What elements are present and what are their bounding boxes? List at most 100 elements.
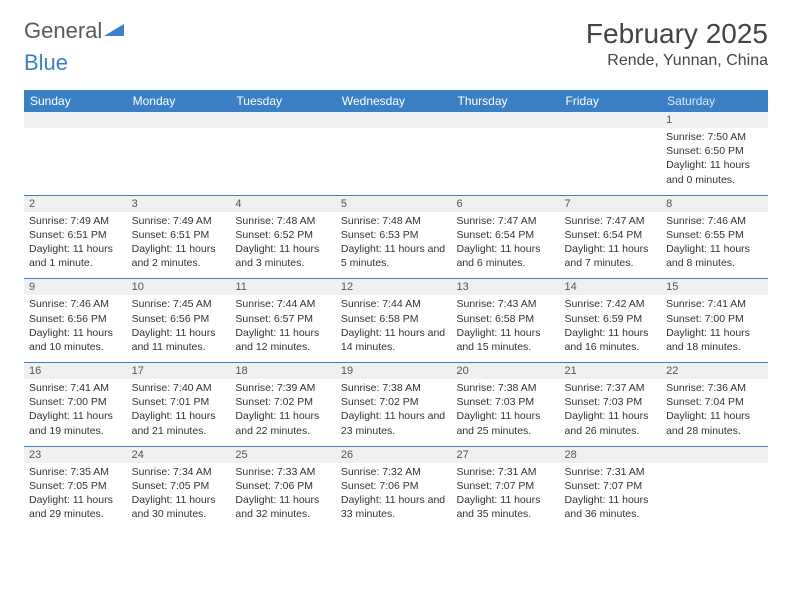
day-number: 17 (127, 363, 231, 380)
sunrise-text: Sunrise: 7:49 AM (132, 214, 226, 228)
day-number: 24 (127, 446, 231, 463)
daylight-text: Daylight: 11 hours and 15 minutes. (457, 326, 555, 354)
day-cell: Sunrise: 7:47 AMSunset: 6:54 PMDaylight:… (560, 212, 662, 279)
day-number: 4 (230, 195, 335, 212)
sunset-text: Sunset: 7:07 PM (565, 479, 657, 493)
sunrise-text: Sunrise: 7:44 AM (341, 297, 447, 311)
day-cell (452, 128, 560, 195)
sunset-text: Sunset: 6:54 PM (457, 228, 555, 242)
daylight-text: Daylight: 11 hours and 16 minutes. (565, 326, 657, 354)
day-number: 23 (24, 446, 127, 463)
sunrise-text: Sunrise: 7:47 AM (457, 214, 555, 228)
day-number: 11 (230, 279, 335, 296)
day-cell: Sunrise: 7:36 AMSunset: 7:04 PMDaylight:… (661, 379, 768, 446)
daylight-text: Daylight: 11 hours and 35 minutes. (457, 493, 555, 521)
day-cell: Sunrise: 7:44 AMSunset: 6:57 PMDaylight:… (230, 295, 335, 362)
day-number: 8 (661, 195, 768, 212)
daylight-text: Daylight: 11 hours and 28 minutes. (666, 409, 763, 437)
daylight-text: Daylight: 11 hours and 5 minutes. (341, 242, 447, 270)
weekday-header: Tuesday (230, 90, 335, 112)
sunrise-text: Sunrise: 7:38 AM (341, 381, 447, 395)
sunrise-text: Sunrise: 7:42 AM (565, 297, 657, 311)
day-number: 2 (24, 195, 127, 212)
sunrise-text: Sunrise: 7:44 AM (235, 297, 330, 311)
daylight-text: Daylight: 11 hours and 18 minutes. (666, 326, 763, 354)
day-number: 3 (127, 195, 231, 212)
sunrise-text: Sunrise: 7:45 AM (132, 297, 226, 311)
day-cell (336, 128, 452, 195)
day-number: 7 (560, 195, 662, 212)
day-number: 10 (127, 279, 231, 296)
day-number: 15 (661, 279, 768, 296)
day-cell: Sunrise: 7:48 AMSunset: 6:52 PMDaylight:… (230, 212, 335, 279)
sunset-text: Sunset: 6:59 PM (565, 312, 657, 326)
sunrise-text: Sunrise: 7:36 AM (666, 381, 763, 395)
day-number (336, 112, 452, 128)
day-number: 5 (336, 195, 452, 212)
day-cell: Sunrise: 7:44 AMSunset: 6:58 PMDaylight:… (336, 295, 452, 362)
day-cell: Sunrise: 7:38 AMSunset: 7:03 PMDaylight:… (452, 379, 560, 446)
daylight-text: Daylight: 11 hours and 29 minutes. (29, 493, 122, 521)
day-number: 16 (24, 363, 127, 380)
detail-row: Sunrise: 7:46 AMSunset: 6:56 PMDaylight:… (24, 295, 768, 362)
sunset-text: Sunset: 6:51 PM (132, 228, 226, 242)
daylight-text: Daylight: 11 hours and 36 minutes. (565, 493, 657, 521)
day-cell: Sunrise: 7:39 AMSunset: 7:02 PMDaylight:… (230, 379, 335, 446)
sunset-text: Sunset: 6:54 PM (565, 228, 657, 242)
sunset-text: Sunset: 7:06 PM (341, 479, 447, 493)
sunrise-text: Sunrise: 7:37 AM (565, 381, 657, 395)
sunrise-text: Sunrise: 7:49 AM (29, 214, 122, 228)
day-cell (560, 128, 662, 195)
calendar-table: Sunday Monday Tuesday Wednesday Thursday… (24, 90, 768, 529)
sunrise-text: Sunrise: 7:46 AM (29, 297, 122, 311)
day-number (24, 112, 127, 128)
sunrise-text: Sunrise: 7:31 AM (565, 465, 657, 479)
day-cell: Sunrise: 7:47 AMSunset: 6:54 PMDaylight:… (452, 212, 560, 279)
day-number: 21 (560, 363, 662, 380)
day-number (452, 112, 560, 128)
day-number (230, 112, 335, 128)
sunset-text: Sunset: 6:50 PM (666, 144, 763, 158)
day-cell: Sunrise: 7:38 AMSunset: 7:02 PMDaylight:… (336, 379, 452, 446)
weekday-header-row: Sunday Monday Tuesday Wednesday Thursday… (24, 90, 768, 112)
sunset-text: Sunset: 7:03 PM (457, 395, 555, 409)
daylight-text: Daylight: 11 hours and 33 minutes. (341, 493, 447, 521)
daynum-row: 1 (24, 112, 768, 128)
sunrise-text: Sunrise: 7:43 AM (457, 297, 555, 311)
daylight-text: Daylight: 11 hours and 3 minutes. (235, 242, 330, 270)
sunrise-text: Sunrise: 7:41 AM (666, 297, 763, 311)
day-number: 20 (452, 363, 560, 380)
daylight-text: Daylight: 11 hours and 32 minutes. (235, 493, 330, 521)
sunrise-text: Sunrise: 7:48 AM (341, 214, 447, 228)
sunset-text: Sunset: 6:56 PM (132, 312, 226, 326)
sunset-text: Sunset: 7:07 PM (457, 479, 555, 493)
detail-row: Sunrise: 7:35 AMSunset: 7:05 PMDaylight:… (24, 463, 768, 530)
day-cell: Sunrise: 7:35 AMSunset: 7:05 PMDaylight:… (24, 463, 127, 530)
sunrise-text: Sunrise: 7:50 AM (666, 130, 763, 144)
sunrise-text: Sunrise: 7:33 AM (235, 465, 330, 479)
day-number (560, 112, 662, 128)
day-cell: Sunrise: 7:49 AMSunset: 6:51 PMDaylight:… (127, 212, 231, 279)
sunset-text: Sunset: 7:04 PM (666, 395, 763, 409)
weekday-header: Monday (127, 90, 231, 112)
month-title: February 2025 (586, 18, 768, 50)
daylight-text: Daylight: 11 hours and 10 minutes. (29, 326, 122, 354)
daylight-text: Daylight: 11 hours and 25 minutes. (457, 409, 555, 437)
daylight-text: Daylight: 11 hours and 11 minutes. (132, 326, 226, 354)
sunrise-text: Sunrise: 7:46 AM (666, 214, 763, 228)
sunset-text: Sunset: 7:02 PM (235, 395, 330, 409)
detail-row: Sunrise: 7:50 AMSunset: 6:50 PMDaylight:… (24, 128, 768, 195)
daylight-text: Daylight: 11 hours and 26 minutes. (565, 409, 657, 437)
sunrise-text: Sunrise: 7:41 AM (29, 381, 122, 395)
sunset-text: Sunset: 6:52 PM (235, 228, 330, 242)
sunset-text: Sunset: 7:03 PM (565, 395, 657, 409)
day-cell: Sunrise: 7:31 AMSunset: 7:07 PMDaylight:… (452, 463, 560, 530)
day-cell: Sunrise: 7:43 AMSunset: 6:58 PMDaylight:… (452, 295, 560, 362)
weekday-header: Sunday (24, 90, 127, 112)
daylight-text: Daylight: 11 hours and 2 minutes. (132, 242, 226, 270)
sunrise-text: Sunrise: 7:40 AM (132, 381, 226, 395)
day-number: 27 (452, 446, 560, 463)
sunset-text: Sunset: 7:05 PM (29, 479, 122, 493)
sunset-text: Sunset: 6:56 PM (29, 312, 122, 326)
daylight-text: Daylight: 11 hours and 14 minutes. (341, 326, 447, 354)
